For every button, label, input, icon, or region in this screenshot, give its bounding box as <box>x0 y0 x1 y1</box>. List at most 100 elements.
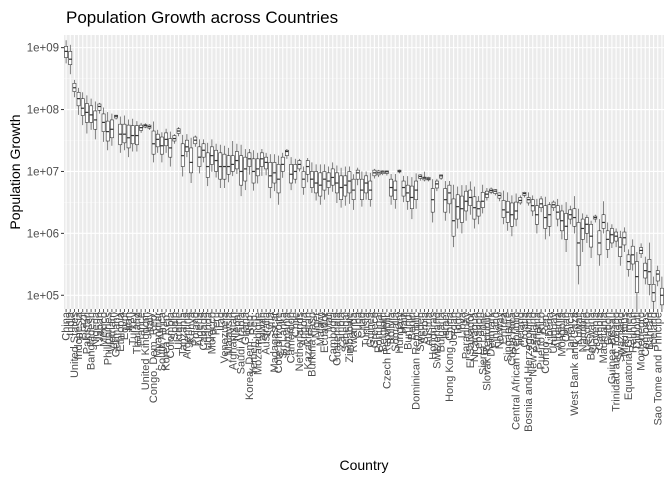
x-tick-label: El Salvador <box>465 312 477 369</box>
x-tick-label: Reunion <box>627 312 639 353</box>
box-73 <box>364 171 368 200</box>
x-tick-label: Iran <box>123 312 135 331</box>
x-tick-label: Thailand <box>131 312 143 354</box>
y-tick-label: 1e+09 <box>27 43 59 55</box>
box-141 <box>647 242 652 296</box>
box-body <box>230 155 235 172</box>
box-84 <box>410 177 414 220</box>
box-134 <box>618 230 623 266</box>
x-tick-label: Greece <box>369 312 381 348</box>
box-body <box>443 188 448 213</box>
box-12 <box>110 113 114 146</box>
box-48 <box>260 149 264 176</box>
box-118 <box>551 200 556 211</box>
x-tick-label: Lebanon <box>473 312 485 355</box>
box-98 <box>468 181 473 215</box>
x-tick-label: Equatorial Guinea <box>623 311 635 400</box>
x-tick-label: Uganda <box>202 311 214 350</box>
box-91 <box>439 174 443 180</box>
box-body <box>351 178 356 200</box>
x-tick-label: Poland <box>190 312 202 346</box>
x-tick-label: Philippines <box>102 312 114 366</box>
box-140 <box>643 256 648 285</box>
box-144 <box>660 276 664 309</box>
y-axis: 1e+05 1e+06 1e+07 1e+08 1e+09 <box>27 43 64 302</box>
box-body <box>435 180 439 189</box>
box-body <box>130 125 135 145</box>
box-32 <box>193 135 198 147</box>
box-30 <box>185 134 189 158</box>
box-body <box>305 160 310 175</box>
x-tick-label: South Africa <box>156 311 168 371</box>
box-body <box>247 152 252 167</box>
x-tick-label: Niger <box>311 312 323 339</box>
x-tick-label: Puerto Rico <box>536 312 548 369</box>
x-tick-label: Finland <box>490 312 502 348</box>
x-tick-label: Iceland <box>648 312 660 347</box>
x-tick-label: Sweden <box>415 312 427 352</box>
x-tick-label: Mauritius <box>619 312 631 357</box>
x-tick-label: Morocco <box>206 312 218 354</box>
box-119 <box>555 198 560 227</box>
box-47 <box>255 152 260 184</box>
box-67 <box>339 167 343 208</box>
box-series <box>64 40 664 309</box>
x-tick-label: Guinea <box>365 311 377 347</box>
x-tick-label: Ethiopia <box>115 311 127 352</box>
x-tick-label: Peru <box>211 312 223 335</box>
x-tick-label: Spain <box>169 312 181 340</box>
box-110 <box>518 195 523 205</box>
box-127 <box>589 220 593 258</box>
box-57 <box>297 158 302 172</box>
box-92 <box>443 181 448 221</box>
box-body <box>151 130 156 155</box>
box-61 <box>314 164 318 201</box>
box-body <box>622 231 627 246</box>
x-tick-label: Cameroon <box>286 312 298 363</box>
box-9 <box>97 102 102 114</box>
x-tick-label: Myanmar <box>152 312 164 358</box>
x-tick-label: Gambia <box>594 311 606 350</box>
x-tick-label: Haiti <box>398 312 410 334</box>
box-29 <box>180 134 185 177</box>
box-96 <box>460 185 464 234</box>
y-tick-label: 1e+08 <box>27 105 59 117</box>
box-88 <box>426 176 431 182</box>
box-19 <box>139 122 143 133</box>
box-25 <box>164 128 168 153</box>
x-tick-label: Gabon <box>602 312 614 345</box>
x-tick-label: Ukraine <box>173 312 185 350</box>
box-18 <box>135 121 139 152</box>
box-body <box>264 156 268 170</box>
box-109 <box>514 193 518 227</box>
x-tick-label: Bulgaria <box>436 311 448 352</box>
x-tick-label: Nigeria <box>90 311 102 347</box>
box-27 <box>172 134 177 144</box>
x-tick-label: Sierra Leone <box>477 312 489 375</box>
box-7 <box>89 98 93 130</box>
y-tick-label: 1e+06 <box>27 228 59 240</box>
box-28 <box>176 127 181 137</box>
box-4 <box>76 87 81 115</box>
box-132 <box>610 224 614 249</box>
x-tick-label: Croatia <box>519 311 531 347</box>
box-body <box>189 147 193 174</box>
box-63 <box>322 164 327 200</box>
box-120 <box>560 204 564 240</box>
x-tick-label: Tanzania <box>177 311 189 356</box>
box-39 <box>222 145 227 189</box>
box-body <box>89 105 93 123</box>
x-tick-label: Somalia <box>390 311 402 352</box>
box-35 <box>205 142 210 187</box>
box-body <box>364 175 368 194</box>
box-100 <box>476 196 481 225</box>
box-114 <box>535 198 539 234</box>
x-tick-label: Israel <box>440 312 452 339</box>
x-tick-label: Algeria <box>194 311 206 346</box>
box-93 <box>447 181 452 214</box>
box-113 <box>530 195 535 217</box>
x-tick-label: Albania <box>552 311 564 349</box>
box-body <box>185 139 189 152</box>
x-tick-label: Senegal <box>340 312 352 352</box>
